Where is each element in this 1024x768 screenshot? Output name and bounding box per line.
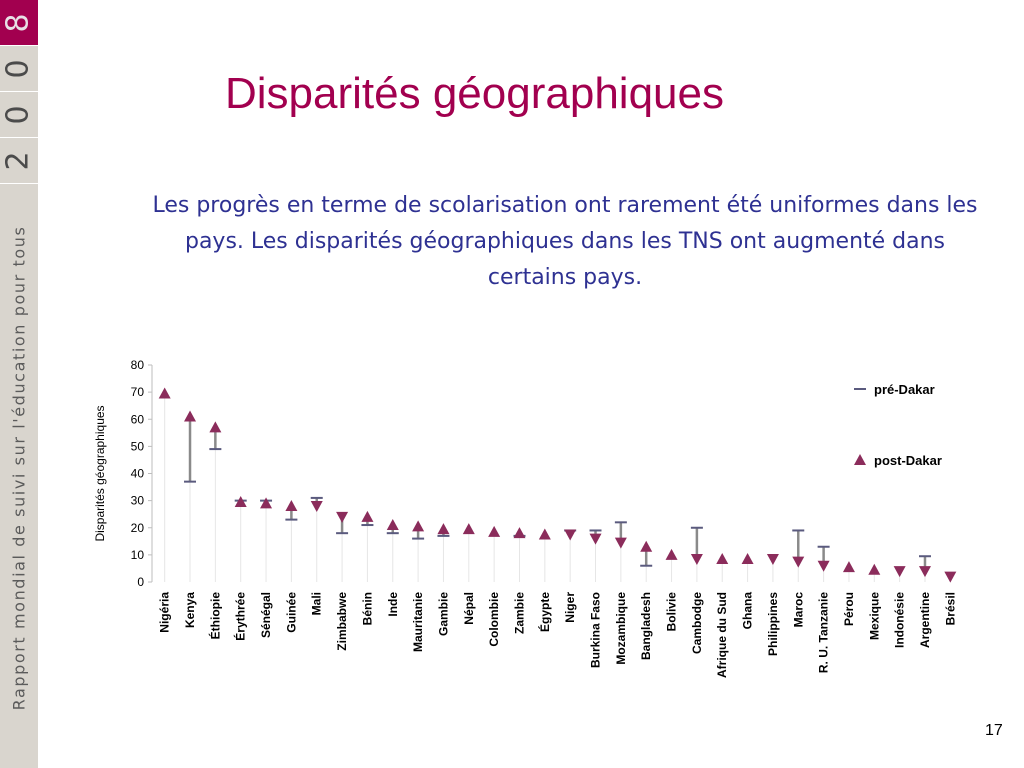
x-category-label: Nigéria — [158, 592, 172, 633]
y-axis-label: Disparités géographiques — [93, 405, 107, 541]
x-category-label: Érythrée — [233, 592, 248, 641]
x-category-label: Burkina Faso — [589, 592, 603, 668]
x-category-label: Ghana — [741, 592, 755, 630]
year-digit-box: 0 — [0, 46, 38, 92]
x-category-label: Colombie — [487, 592, 501, 647]
post-dakar-marker — [690, 553, 703, 565]
x-category-label: Mauritanie — [411, 592, 425, 652]
year-digit-box: 2 — [0, 138, 38, 184]
post-dakar-marker — [513, 527, 526, 539]
x-category-label: Brésil — [943, 592, 957, 625]
x-category-label: Philippines — [766, 592, 780, 656]
x-category-label: Niger — [563, 592, 577, 623]
y-tick-label: 50 — [131, 439, 145, 453]
sidebar: 8 0 0 2 Rapport mondial de suivi sur l'é… — [0, 0, 38, 768]
y-tick-label: 60 — [131, 412, 145, 426]
x-category-label: Kenya — [183, 592, 197, 628]
post-dakar-marker — [893, 566, 906, 578]
post-dakar-marker — [386, 519, 399, 531]
x-category-label: Cambodge — [690, 592, 704, 654]
y-tick-label: 30 — [131, 494, 145, 508]
post-dakar-marker — [564, 529, 577, 541]
post-dakar-marker — [209, 421, 222, 433]
post-dakar-marker — [817, 560, 830, 572]
post-dakar-marker — [614, 537, 627, 549]
x-category-label: Argentine — [918, 592, 932, 648]
page-number: 17 — [985, 722, 1003, 739]
x-category-label: Bénin — [360, 592, 374, 625]
x-category-label: Égypte — [537, 592, 552, 632]
x-category-label: Népal — [462, 592, 476, 625]
y-tick-label: 0 — [137, 575, 144, 589]
x-category-label: R. U. Tanzanie — [817, 592, 831, 673]
year-digit: 8 — [1, 12, 36, 33]
post-dakar-marker — [766, 553, 779, 565]
post-dakar-marker — [716, 552, 729, 564]
post-dakar-marker — [158, 387, 171, 399]
y-tick-label: 20 — [131, 521, 145, 535]
y-tick-label: 80 — [131, 358, 145, 372]
x-category-label: Zimbabwe — [335, 592, 349, 651]
post-dakar-marker — [336, 511, 349, 523]
post-dakar-marker — [437, 523, 450, 535]
post-dakar-marker — [918, 566, 931, 578]
post-dakar-marker — [260, 497, 273, 509]
post-dakar-marker — [488, 525, 501, 537]
y-tick-label: 70 — [131, 385, 145, 399]
x-category-label: Mozambique — [614, 592, 628, 665]
post-dakar-marker — [361, 510, 374, 522]
post-dakar-marker — [538, 528, 551, 540]
post-dakar-marker — [310, 501, 323, 513]
post-dakar-marker — [640, 540, 653, 552]
post-dakar-marker — [184, 410, 197, 422]
post-dakar-marker — [665, 548, 678, 560]
x-category-label: Bangladesh — [639, 592, 653, 660]
post-dakar-marker — [462, 523, 475, 535]
x-category-label: Afrique du Sud — [715, 592, 729, 678]
x-category-label: Guinée — [284, 592, 298, 633]
y-tick-label: 40 — [131, 467, 145, 481]
disparities-chart: 0 10 20 30 40 50 60 70 80 Disparités géographique… — [93, 358, 957, 678]
post-dakar-marker — [868, 563, 881, 575]
post-dakar-marker — [234, 495, 247, 507]
year-digit: 0 — [1, 104, 36, 125]
post-dakar-marker — [944, 571, 957, 583]
year-digit-box: 8 — [0, 0, 38, 46]
x-category-label: Indonésie — [893, 592, 907, 648]
y-tick-label: 10 — [131, 548, 145, 562]
x-category-label: Éthiopie — [207, 592, 222, 640]
post-dakar-marker — [589, 533, 602, 545]
post-dakar-marker — [285, 500, 298, 512]
year-digit: 0 — [1, 58, 36, 79]
post-dakar-marker — [842, 561, 855, 573]
legend-post-dakar-symbol — [854, 454, 866, 465]
report-title: Rapport mondial de suivi sur l'éducation… — [9, 225, 29, 711]
x-category-label: Maroc — [791, 592, 805, 628]
slide-title: Disparités géographiques — [225, 69, 724, 118]
x-category-label: Gambie — [436, 592, 450, 636]
legend-post-dakar-label: post-Dakar — [874, 453, 942, 468]
post-dakar-marker — [792, 556, 805, 568]
x-category-label: Mexique — [867, 592, 881, 640]
slide-subtitle: Les progrès en terme de scolarisation on… — [152, 193, 978, 290]
x-category-label: Bolivie — [665, 592, 679, 632]
legend-pre-dakar-label: pré-Dakar — [874, 382, 935, 397]
post-dakar-marker — [412, 520, 425, 532]
year-digit: 2 — [1, 150, 36, 171]
x-category-label: Zambie — [512, 592, 526, 634]
x-category-label: Pérou — [842, 592, 856, 626]
year-digit-box: 0 — [0, 92, 38, 138]
post-dakar-marker — [741, 552, 754, 564]
x-category-label: Sénégal — [259, 592, 273, 638]
x-category-label: Mali — [310, 592, 324, 615]
x-category-label: Inde — [386, 592, 400, 617]
